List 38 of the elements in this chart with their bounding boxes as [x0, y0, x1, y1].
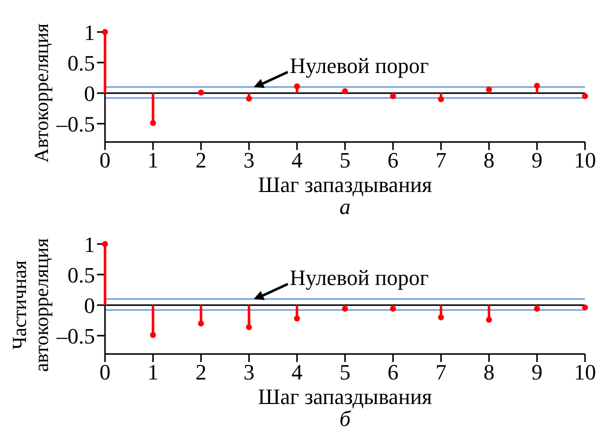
annotation: Нулевой порог	[290, 53, 429, 78]
x-tick-label: 9	[532, 360, 542, 385]
text: б	[339, 406, 351, 431]
x-tick-label: 6	[388, 360, 398, 385]
x-tick-label: 7	[436, 148, 446, 173]
y-axis-title: Автокорреляция	[31, 23, 53, 163]
x-tick-label: 0	[100, 360, 110, 385]
x-tick-label: 8	[484, 360, 494, 385]
y-tick-label: –0.5	[56, 323, 95, 348]
y-tick-label: 1	[84, 232, 95, 257]
x-tick-label: 8	[484, 148, 494, 173]
x-tick-label: 5	[340, 148, 350, 173]
x-tick-label: 4	[292, 148, 302, 173]
x-axis-title: Шаг запаздывания	[258, 172, 432, 197]
y-tick-label: –0.5	[56, 111, 95, 136]
x-tick-label: 6	[388, 148, 398, 173]
x-tick-label: 1	[148, 148, 158, 173]
x-tick-label: 3	[244, 360, 254, 385]
y-tick-label: 0	[84, 292, 95, 318]
annotation: Нулевой порог	[290, 265, 429, 290]
x-tick-label: 10	[574, 148, 596, 173]
text: а	[340, 194, 350, 219]
x-tick-label: 0	[100, 148, 110, 173]
x-tick-label: 3	[244, 148, 254, 173]
x-tick-label: 2	[196, 148, 206, 173]
x-tick-label: 4	[292, 360, 302, 385]
x-tick-label: 10	[574, 360, 596, 385]
x-axis-title: Шаг запаздывания	[258, 384, 432, 409]
x-tick-label: 9	[532, 148, 542, 173]
y-axis-title: Частичная автокорреляция	[9, 238, 53, 372]
y-tick-label: 0.5	[68, 50, 95, 76]
x-tick-label: 1	[148, 360, 158, 385]
y-tick-label: 0.5	[68, 262, 95, 288]
x-tick-label: 7	[436, 360, 446, 385]
y-tick-label: 1	[84, 20, 95, 45]
x-tick-label: 5	[340, 360, 350, 385]
x-tick-label: 2	[196, 360, 206, 385]
y-tick-label: 0	[84, 80, 95, 106]
